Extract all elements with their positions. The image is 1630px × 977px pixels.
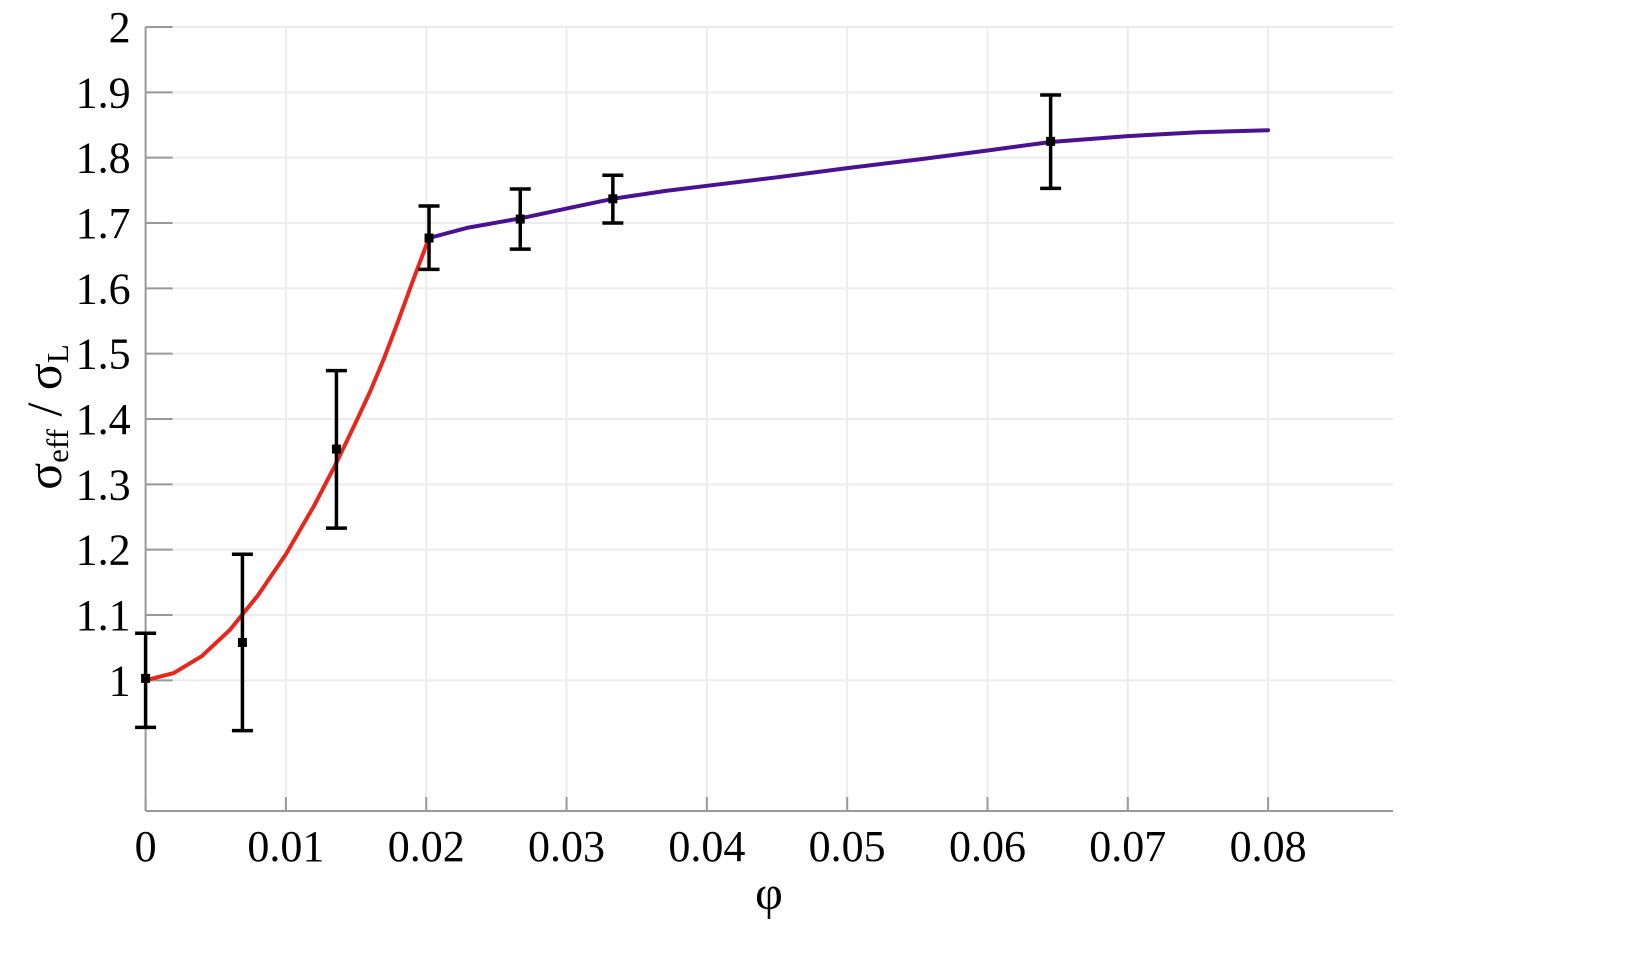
data-point-marker [424,233,434,243]
errorbar-point [325,368,347,530]
data-point-marker [515,214,525,224]
errorbar-point [602,173,624,225]
x-axis-label: φ [755,867,783,920]
y-tick-label: 1.7 [76,199,131,248]
y-tick-label: 1.2 [76,526,131,575]
y-tick-label: 1 [109,656,131,705]
y-tick-label: 1.4 [76,395,131,444]
errorbar-point [509,187,531,251]
y-axis-label-sub-l: L [39,344,75,364]
errorbar-point [135,631,157,730]
data-point-marker [237,637,247,647]
y-tick-label: 1.5 [76,330,131,379]
x-tick-label: 0.04 [668,822,745,871]
x-tick-label: 0.01 [247,822,324,871]
y-axis-label-separator: / [16,390,72,429]
x-tick-label: 0.05 [809,822,886,871]
tick-labels: 0 0.01 0.02 0.03 0.04 0.05 0.06 0.07 0.08 1 1.1 1.2… [76,3,1307,871]
errorbar-point [1040,93,1062,191]
y-tick-label: 1.3 [76,460,131,509]
y-axis-label-sigma-l: σ [16,363,72,391]
grid-lines [145,26,1393,811]
fit-curve-low-phi [143,236,431,683]
x-tick-label: 0.02 [388,822,465,871]
y-axis-label-sub-eff: eff [39,428,75,463]
x-tick-label: 0.07 [1089,822,1166,871]
x-tick-label: 0 [135,822,157,871]
x-tick-label: 0.08 [1230,822,1307,871]
data-point-marker [141,673,151,683]
errorbar-point [231,552,253,733]
fit-curve-high-phi [427,128,1271,240]
y-tick-label: 1.8 [76,134,131,183]
measurement-points [135,93,1062,733]
y-tick-label: 1.1 [76,591,131,640]
data-point-marker [1046,136,1056,146]
y-tick-label: 1.9 [76,68,131,117]
y-axis-label-sigma-eff: σ [16,462,72,490]
axes [144,26,1393,812]
y-tick-label: 1.6 [76,264,131,313]
x-tick-label: 0.06 [949,822,1026,871]
errorbar-point [418,204,440,272]
data-point-marker [608,194,618,204]
x-tick-label: 0.03 [528,822,605,871]
data-point-marker [331,444,341,454]
y-tick-label: 2 [109,3,131,52]
y-axis-label: σeff / σL [15,344,75,490]
